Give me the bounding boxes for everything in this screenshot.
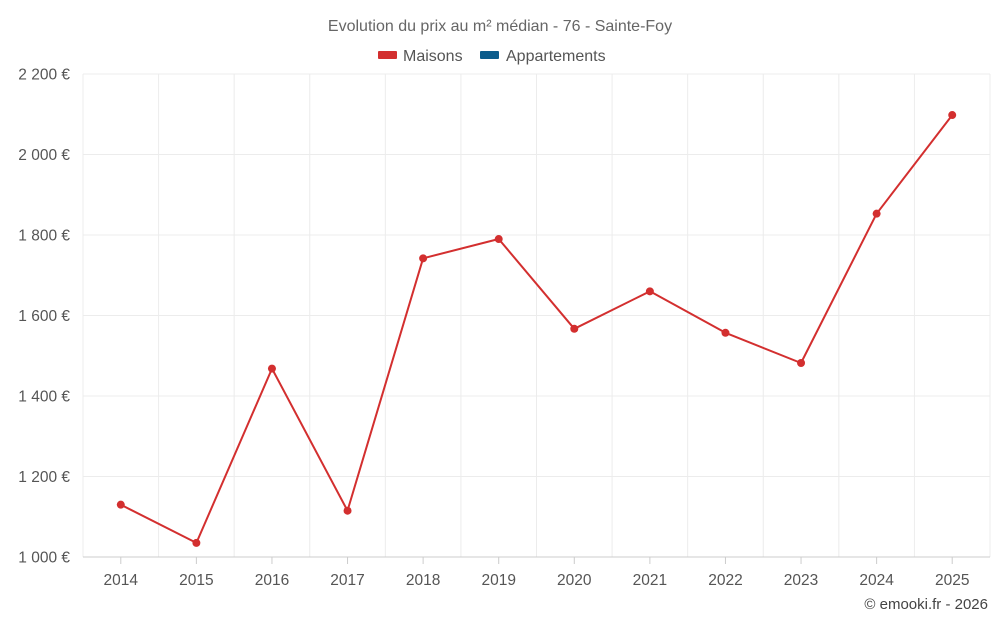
x-tick-label: 2020 <box>557 572 592 589</box>
x-tick-label: 2015 <box>179 572 213 589</box>
legend[interactable]: Maisons Appartements <box>378 48 606 65</box>
data-point[interactable] <box>645 287 654 296</box>
series-line-maisons <box>120 114 953 544</box>
y-tick-label: 2 000 € <box>18 147 70 164</box>
legend-item-appartements[interactable]: Appartements <box>480 48 606 65</box>
data-point[interactable] <box>797 358 806 367</box>
x-tick-label: 2024 <box>859 572 894 589</box>
x-tick-label: 2017 <box>330 572 364 589</box>
data-point[interactable] <box>494 235 503 244</box>
data-point[interactable] <box>343 506 352 515</box>
data-point[interactable] <box>419 254 428 263</box>
data-point[interactable] <box>267 364 276 373</box>
x-tick-label: 2018 <box>406 572 440 589</box>
data-point[interactable] <box>948 111 957 120</box>
series <box>116 111 957 547</box>
legend-swatch-appartements <box>480 51 499 59</box>
x-tick-label: 2016 <box>255 572 289 589</box>
data-point[interactable] <box>570 324 579 333</box>
data-point[interactable] <box>721 328 730 337</box>
grid <box>82 73 991 557</box>
data-point[interactable] <box>872 209 881 218</box>
legend-swatch-maisons <box>378 51 397 59</box>
legend-label-maisons: Maisons <box>403 48 463 65</box>
credit-text: © emooki.fr - 2026 <box>864 596 988 613</box>
y-tick-label: 1 800 € <box>18 228 70 245</box>
x-tick-label: 2025 <box>935 572 969 589</box>
y-tick-label: 1 600 € <box>18 308 70 325</box>
y-tick-label: 1 000 € <box>18 550 70 567</box>
x-axis-ticks: 2014 2015 2016 2017 2018 2019 2020 2021 2022 2023… <box>104 557 969 589</box>
data-point[interactable] <box>192 538 201 547</box>
x-tick-label: 2019 <box>481 572 515 589</box>
y-tick-label: 2 200 € <box>18 67 70 84</box>
chart-title: Evolution du prix au m² médian - 76 - Sa… <box>328 18 672 35</box>
x-tick-label: 2023 <box>784 572 818 589</box>
x-tick-label: 2022 <box>708 572 742 589</box>
y-tick-label: 1 400 € <box>18 389 70 406</box>
legend-item-maisons[interactable]: Maisons <box>378 48 463 65</box>
y-axis-ticks: 1 000 € 1 200 € 1 400 € 1 600 € 1 800 € 2 000… <box>18 67 70 567</box>
x-tick-label: 2021 <box>633 572 667 589</box>
x-tick-label: 2014 <box>104 572 139 589</box>
legend-label-appartements: Appartements <box>506 48 606 65</box>
data-point[interactable] <box>116 500 125 509</box>
y-tick-label: 1 200 € <box>18 469 70 486</box>
